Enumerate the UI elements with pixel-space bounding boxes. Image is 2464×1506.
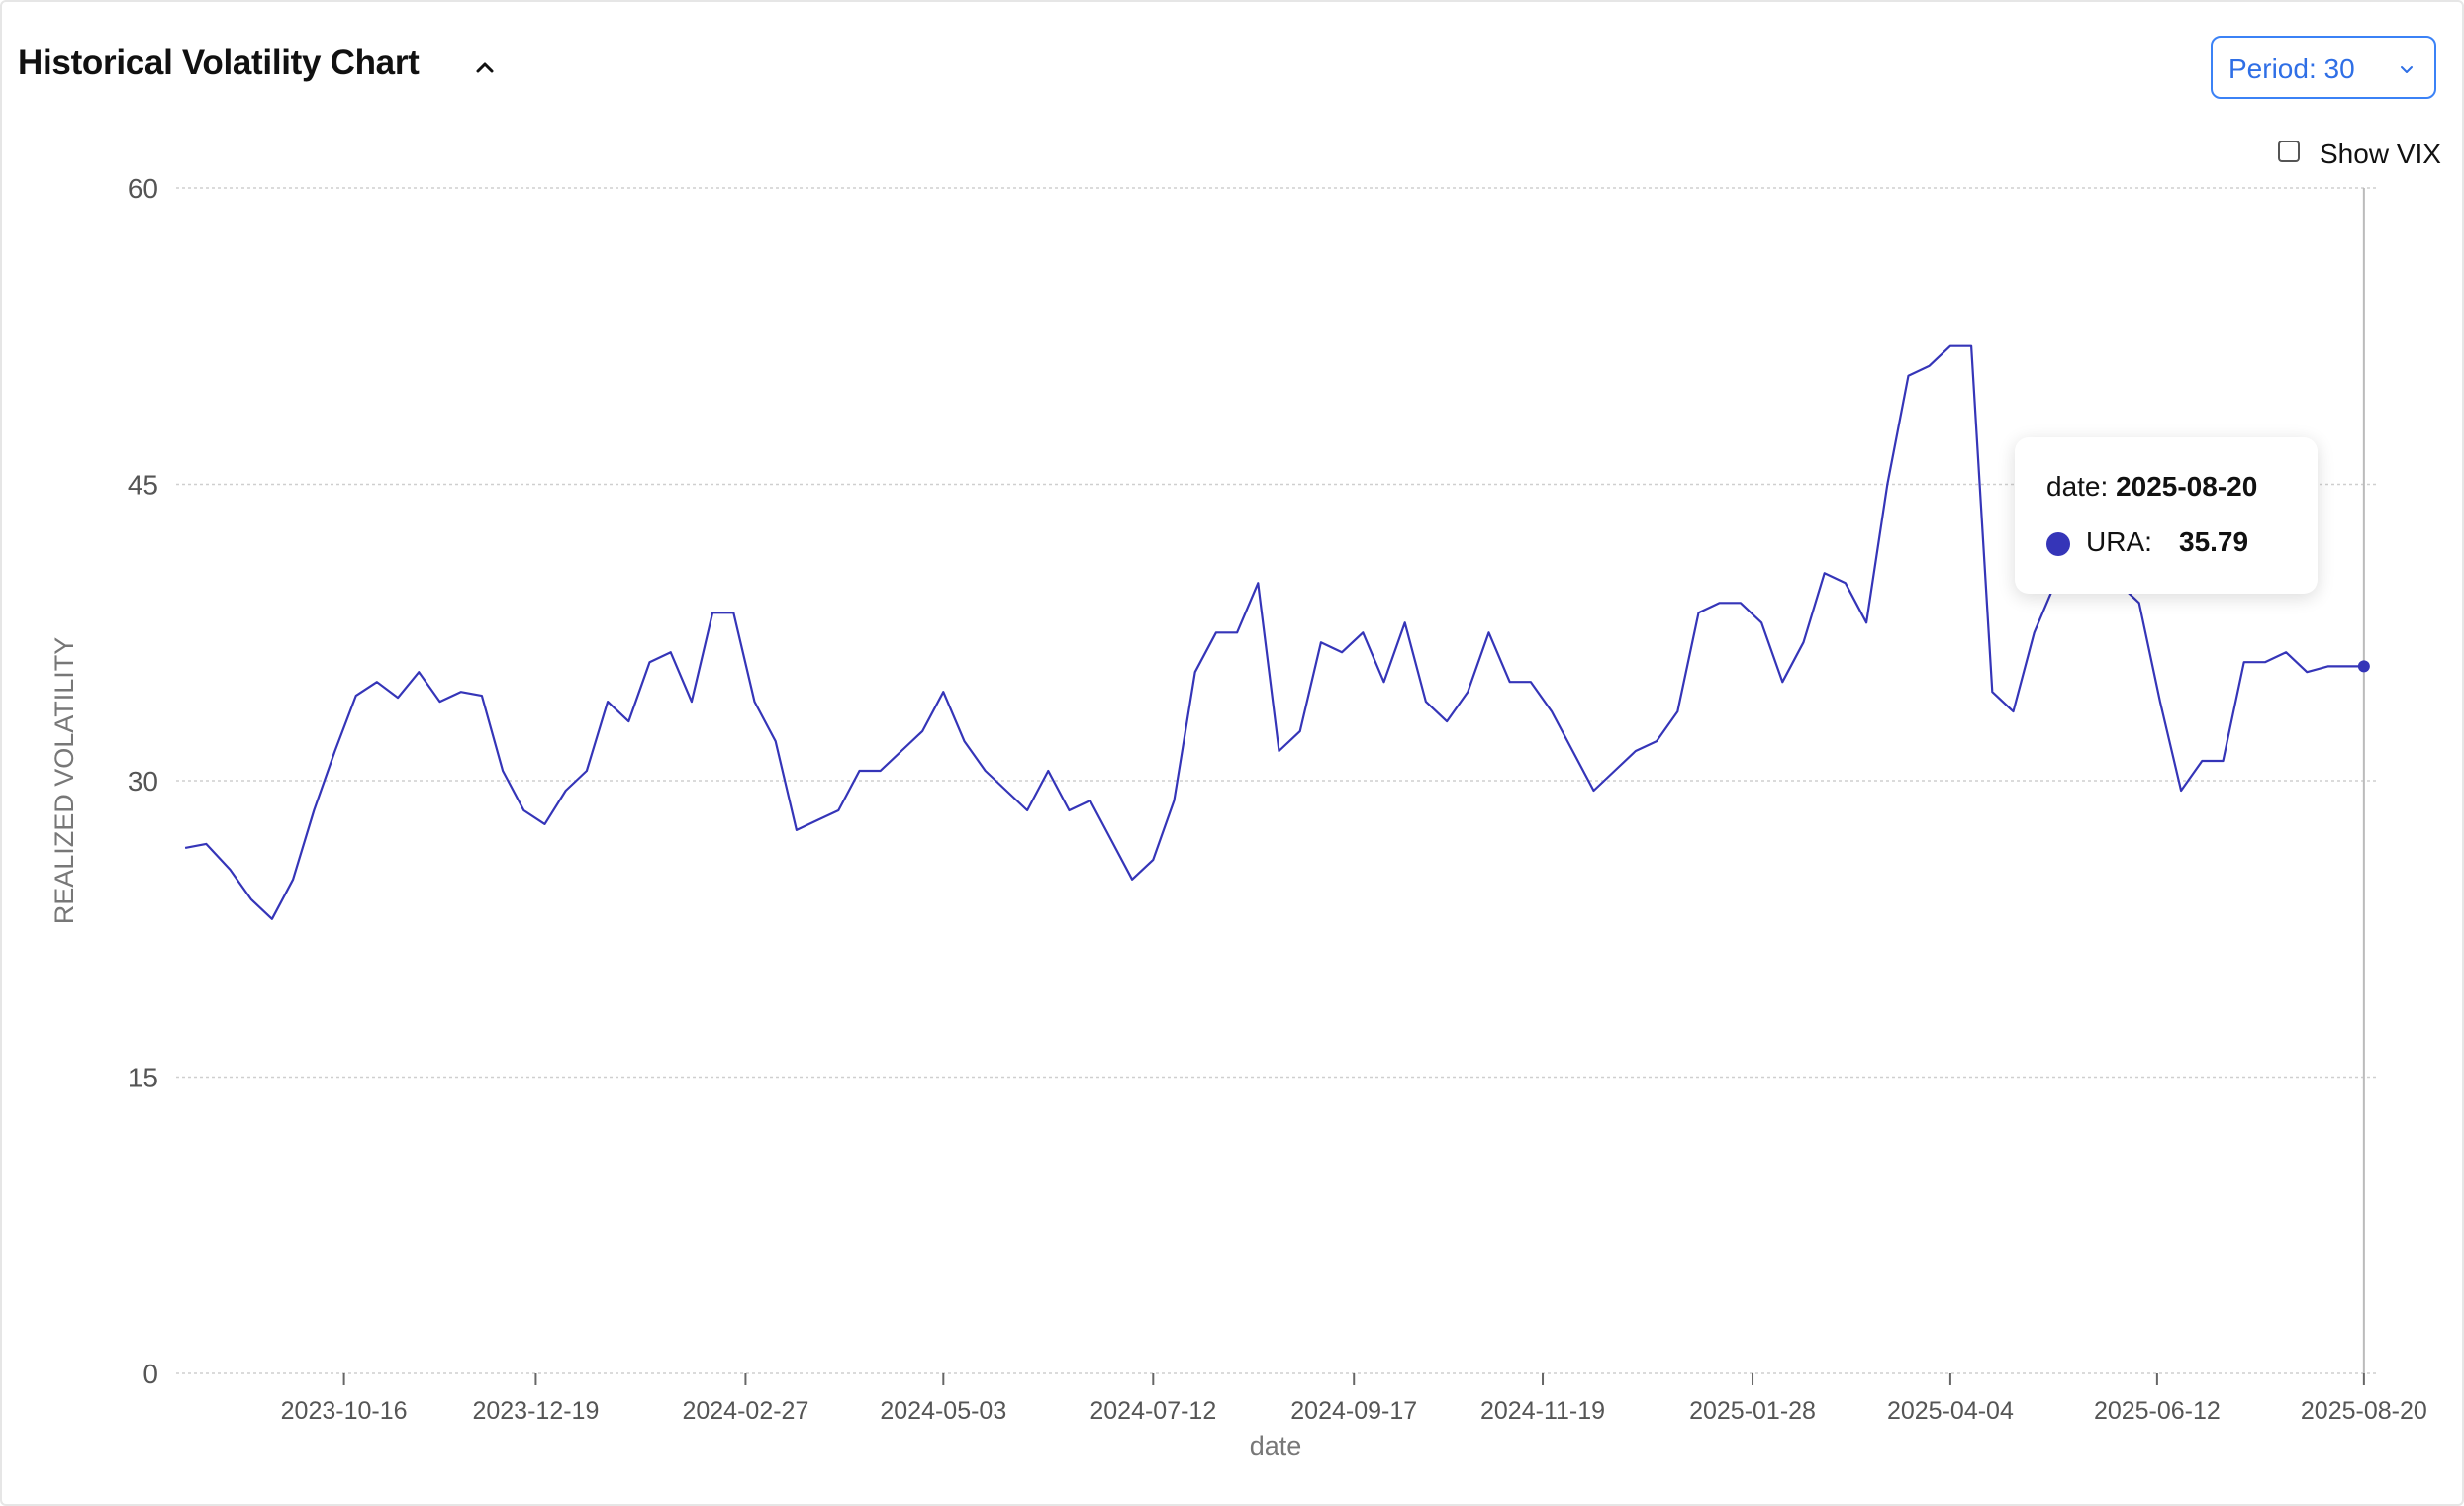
- x-tick-label: 2023-12-19: [472, 1397, 599, 1425]
- chart-title: Historical Volatility Chart: [18, 44, 420, 82]
- x-tick-label: 2025-04-04: [1887, 1397, 2014, 1425]
- x-tick-label: 2024-11-19: [1480, 1397, 1605, 1425]
- tooltip-date-label: date:: [2046, 471, 2109, 502]
- x-tick-label: 2024-05-03: [880, 1397, 1006, 1425]
- x-tick-label: 2025-06-12: [2094, 1397, 2221, 1425]
- chevron-up-icon[interactable]: [467, 49, 503, 85]
- x-tick-label: 2024-02-27: [682, 1397, 808, 1425]
- y-tick-label: 60: [128, 173, 158, 204]
- period-select[interactable]: Period: 30: [2211, 36, 2436, 99]
- x-axis-label: date: [1250, 1431, 1302, 1460]
- y-tick-label: 0: [142, 1359, 158, 1389]
- x-tick-label: 2025-01-28: [1689, 1397, 1816, 1425]
- tooltip-date-value: 2025-08-20: [2116, 471, 2258, 502]
- tooltip-date: date: 2025-08-20: [2046, 471, 2257, 503]
- x-tick-label: 2023-10-16: [281, 1397, 408, 1425]
- tooltip-series-name: URA:: [2086, 526, 2152, 557]
- show-vix-checkbox[interactable]: [2278, 141, 2300, 162]
- y-tick-label: 45: [128, 470, 158, 501]
- tooltip-series-value: 35.79: [2179, 526, 2249, 557]
- chart-tooltip: date: 2025-08-20 URA: 35.79: [2015, 437, 2318, 594]
- y-tick-label: 30: [128, 766, 158, 797]
- chevron-down-icon: [2401, 66, 2413, 73]
- tooltip-series-dot: [2046, 532, 2070, 556]
- ura-series-line: [184, 344, 2364, 920]
- period-select-label: Period: 30: [2228, 53, 2355, 84]
- x-tick-label: 2024-09-17: [1290, 1397, 1417, 1425]
- y-tick-label: 15: [128, 1063, 158, 1093]
- x-tick-label: 2024-07-12: [1090, 1397, 1216, 1425]
- show-vix-label: Show VIX: [2320, 139, 2441, 169]
- active-point: [2357, 660, 2370, 673]
- x-tick-label: 2025-08-20: [2301, 1397, 2427, 1425]
- y-axis-label: REALIZED VOLATILITY: [49, 637, 79, 925]
